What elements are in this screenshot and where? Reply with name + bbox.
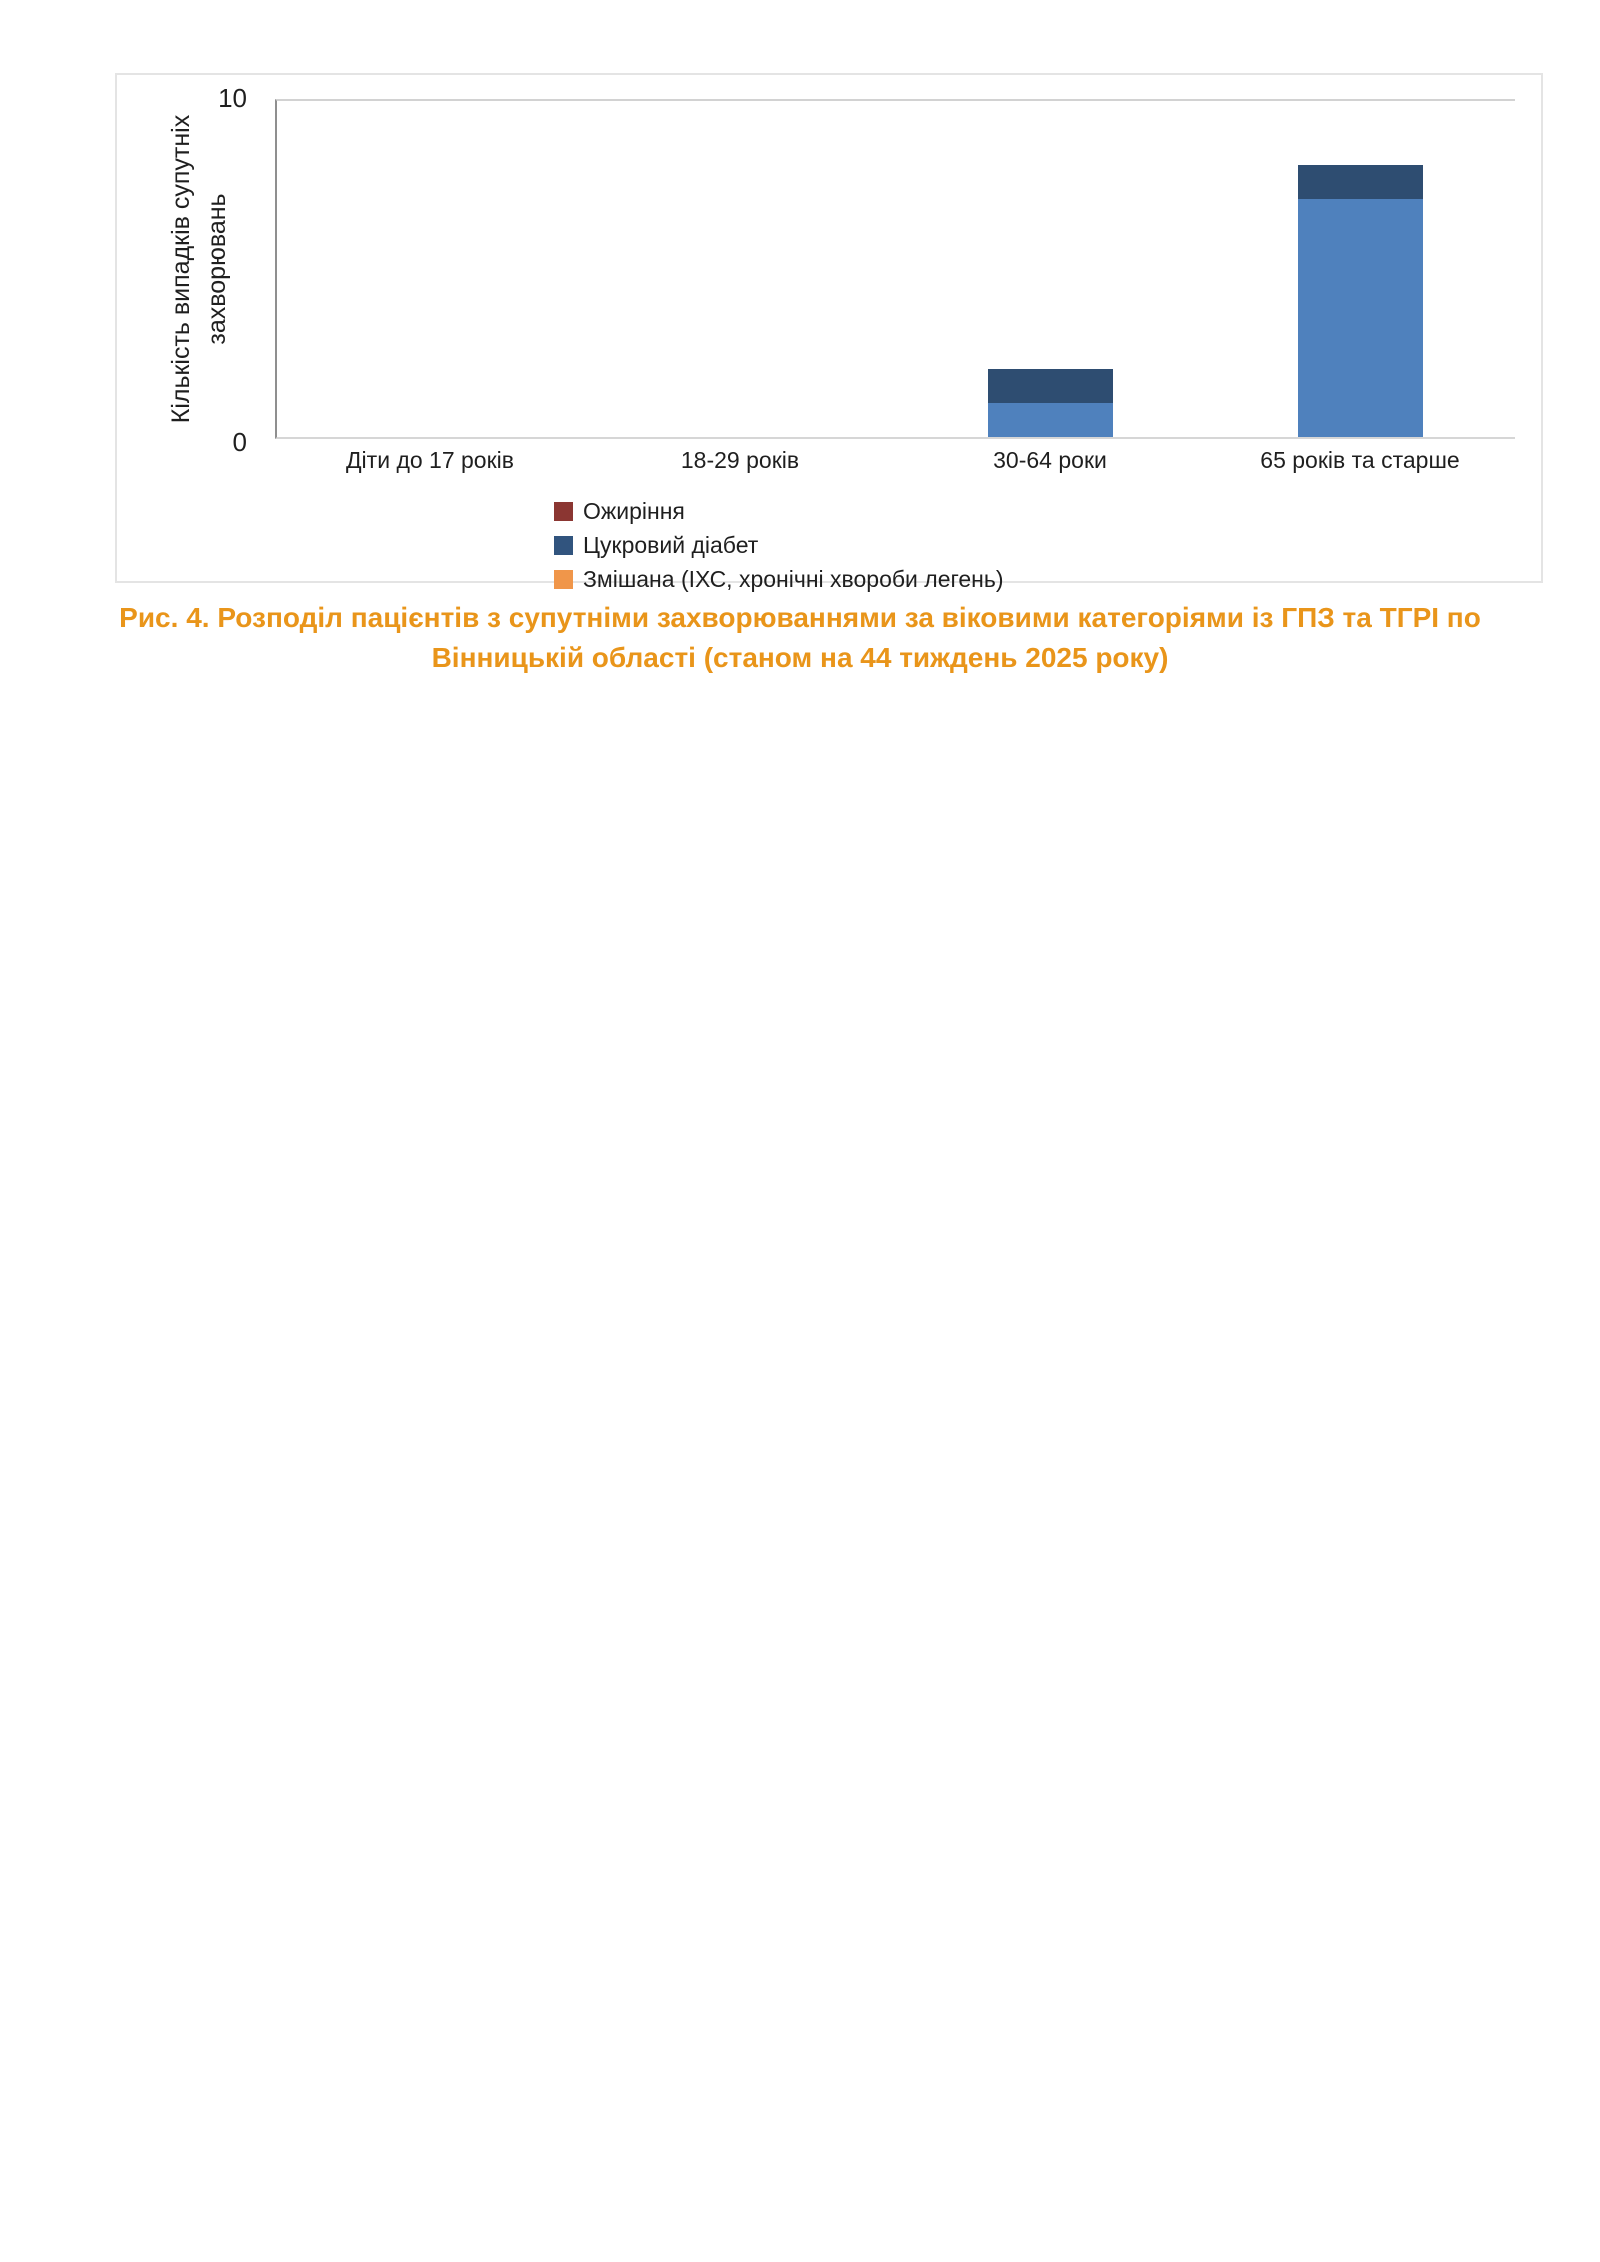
- x-axis-label: 30-64 роки: [993, 447, 1107, 473]
- bar-column: [587, 101, 897, 437]
- bar-column: [896, 101, 1206, 437]
- bar-stack: [988, 369, 1114, 437]
- x-axis-label: 65 років та старше: [1260, 447, 1460, 473]
- legend-label: Цукровий діабет: [583, 531, 759, 558]
- legend-label: Ожиріння: [583, 497, 685, 524]
- caption-line: Вінницькій області (станом на 44 тиждень…: [431, 642, 1169, 673]
- bar-segment: [988, 403, 1114, 437]
- legend-label: Змішана (ІХС, хронічні хвороби легень): [583, 565, 1004, 592]
- y-axis-title: Кількість випадків супутніх захворювань: [163, 115, 235, 423]
- bar-column: [277, 101, 587, 437]
- legend: Ожиріння Цукровий діабет Змішана (ІХС, хро…: [554, 494, 1004, 596]
- legend-item: Змішана (ІХС, хронічні хвороби легень): [554, 562, 1004, 596]
- plot-area: [275, 99, 1515, 439]
- x-axis-label: Діти до 17 років: [345, 447, 514, 473]
- x-axis-labels: Діти до 17 років 18-29 років 30-64 роки 65 …: [275, 447, 1515, 474]
- caption-line: Рис. 4. Розподіл пацієнтів з супутніми з…: [119, 602, 1481, 633]
- chart-container: Кількість випадків супутніх захворювань …: [115, 73, 1543, 592]
- y-axis-title-line: Кількість випадків супутніх: [167, 114, 195, 424]
- legend-swatch: [554, 501, 573, 521]
- legend-swatch: [554, 569, 573, 589]
- legend-item: Цукровий діабет: [554, 528, 1004, 562]
- legend-swatch: [554, 535, 573, 555]
- y-tick-10: 10: [218, 83, 247, 113]
- y-axis-title-line: захворювань: [203, 193, 231, 345]
- bar-segment: [1297, 199, 1423, 437]
- bar-segment: [1297, 165, 1423, 199]
- bar-segment: [988, 369, 1114, 403]
- bar-stack: [1297, 165, 1423, 437]
- x-axis-label: 18-29 років: [680, 447, 800, 473]
- legend-item: Ожиріння: [554, 494, 1004, 528]
- y-tick-0: 0: [232, 427, 247, 457]
- bar-column: [1206, 101, 1516, 437]
- figure-caption: Рис. 4. Розподіл пацієнтів з супутніми з…: [0, 598, 1600, 678]
